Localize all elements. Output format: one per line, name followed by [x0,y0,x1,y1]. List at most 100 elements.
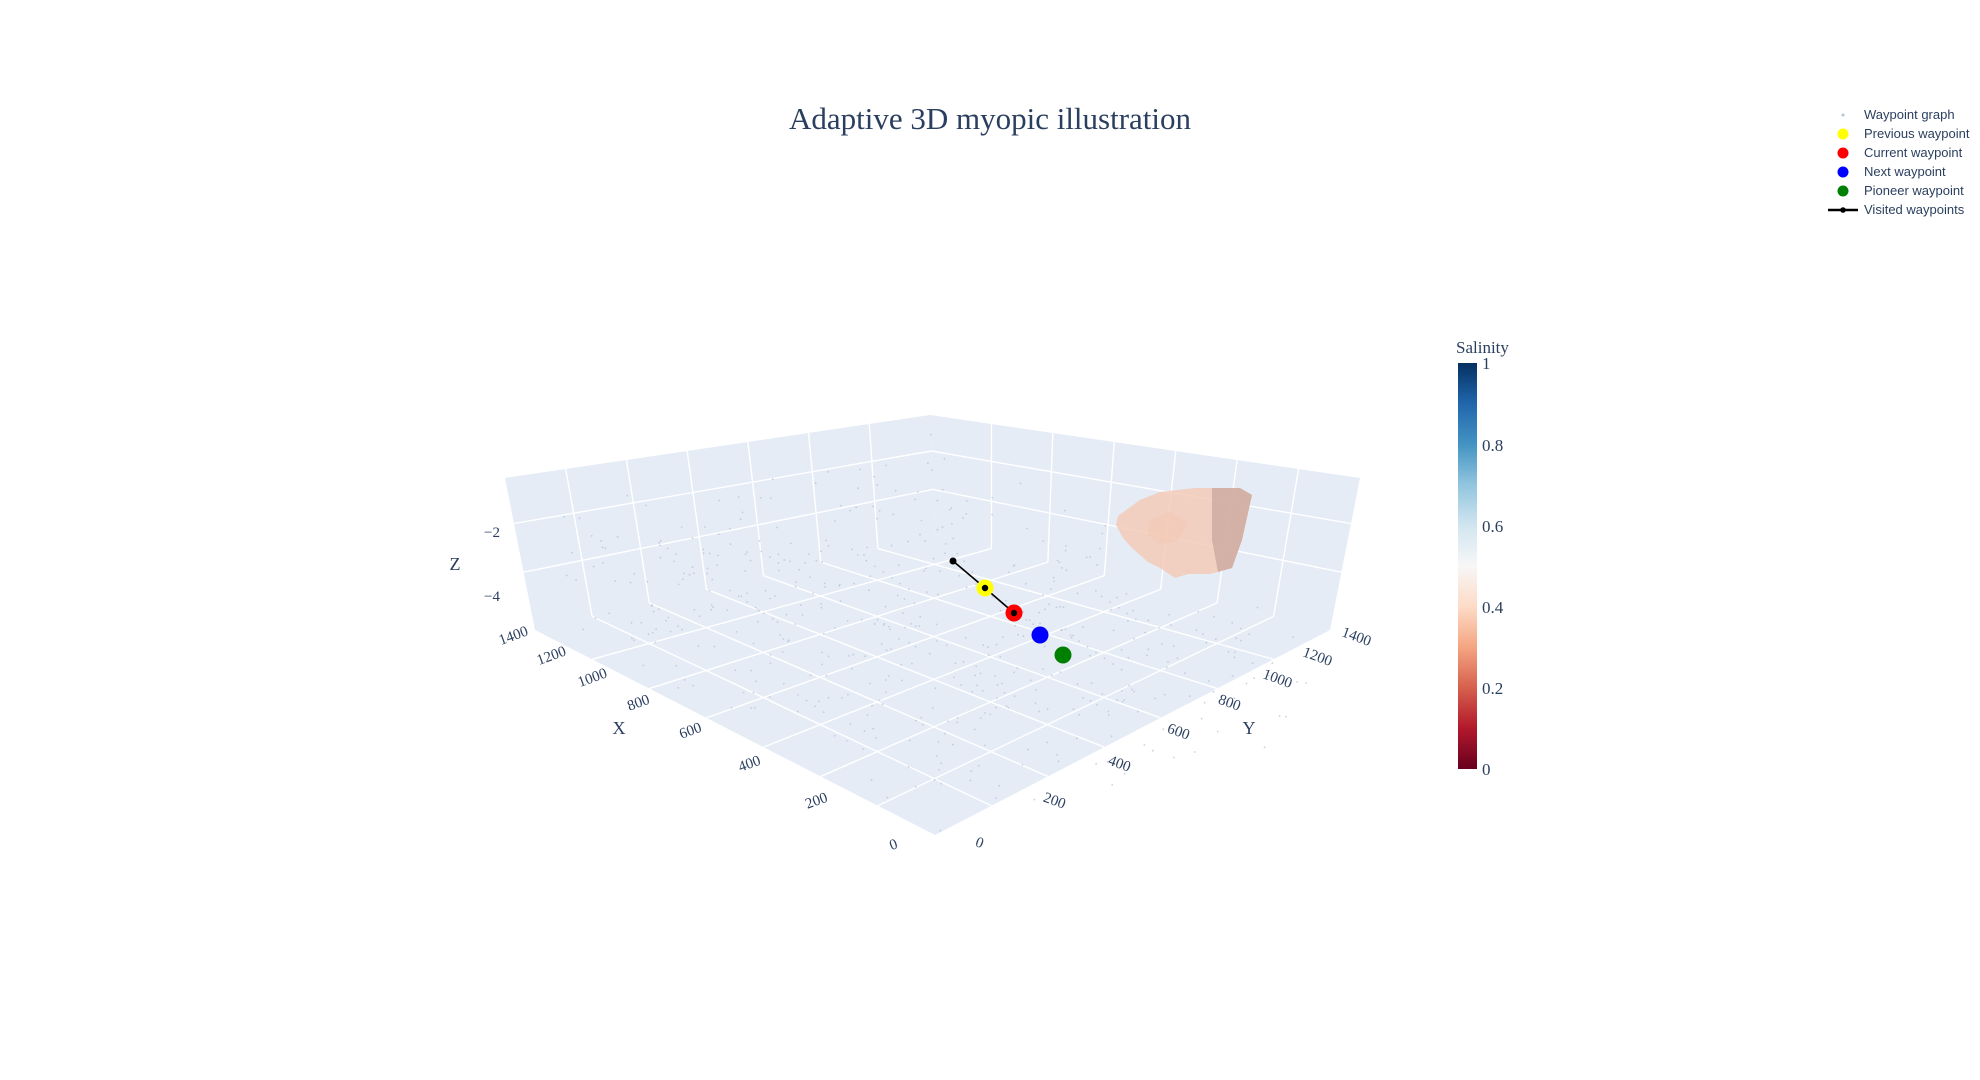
pioneer-waypoint-marker[interactable] [1054,646,1072,664]
waypoint-graph-point [1082,696,1084,699]
waypoint-graph-point [608,612,611,615]
y-tick-label: 800 [1216,692,1243,715]
waypoint-graph-point [771,618,774,620]
waypoint-graph-point [958,574,961,577]
waypoint-graph-point [821,663,823,666]
waypoint-graph-point [883,622,886,625]
waypoint-graph-point [749,559,752,562]
waypoint-graph-point [571,551,573,554]
waypoint-graph-point [1121,700,1124,703]
waypoint-graph-point [1271,662,1274,665]
waypoint-graph-point [744,570,747,572]
waypoint-graph-point [776,526,778,529]
waypoint-graph-point [818,700,820,703]
waypoint-graph-point [1112,663,1114,665]
waypoint-graph-point [755,680,757,683]
colorbar: Salinity 0 0.2 0.4 0.6 0.8 1 [1456,338,1509,779]
waypoint-graph-point [888,675,890,678]
waypoint-graph-point [936,755,938,757]
waypoint-graph-point [820,550,822,553]
waypoint-graph-point [1165,666,1168,669]
visited-waypoint-marker[interactable] [981,584,989,592]
waypoint-graph-point [933,778,936,781]
waypoint-graph-point [911,662,913,665]
waypoint-graph-point [1099,547,1101,550]
waypoint-graph-point [882,624,885,627]
waypoint-graph-point [896,594,899,597]
next-waypoint-marker[interactable] [1031,626,1049,644]
waypoint-graph-point [769,653,772,656]
waypoint-graph-point [1062,606,1065,608]
waypoint-graph-point [938,769,941,771]
waypoint-graph-point [1003,692,1006,694]
waypoint-graph-point [1240,639,1242,642]
waypoint-graph-point [928,652,931,655]
waypoint-graph-point [691,566,694,569]
waypoint-graph-point [956,717,959,719]
waypoint-graph-point [1059,671,1062,673]
waypoint-graph-point [788,560,791,563]
legend-item-next-waypoint[interactable]: Next waypoint [1837,164,1947,179]
legend-line-dot-icon [1840,207,1846,213]
waypoint-graph-point [801,614,804,616]
waypoint-graph-point [1014,624,1017,627]
colorbar-title: Salinity [1456,338,1509,357]
waypoint-graph-point [852,653,855,656]
waypoint-graph-point [718,499,721,502]
visited-waypoint-marker[interactable] [1010,609,1018,617]
waypoint-graph-point [782,638,785,640]
salinity-isosurface [1116,488,1252,578]
waypoint-graph-point [907,588,910,591]
waypoint-graph-point [1065,569,1068,572]
x-tick-label: 0 [887,836,900,854]
waypoint-graph-point [833,734,836,737]
waypoint-graph-point [1007,571,1010,574]
legend-item-visited-waypoints[interactable]: Visited waypoints [1828,202,1965,217]
colorbar-tick-label: 1 [1482,354,1491,373]
legend-item-pioneer-waypoint[interactable]: Pioneer waypoint [1837,183,1965,198]
visited-waypoint-marker[interactable] [949,557,957,565]
waypoint-graph-point [799,604,802,606]
waypoint-graph-point [936,528,939,531]
wall-gridline [1272,468,1300,617]
waypoint-graph-point [776,621,779,623]
waypoint-graph-point [677,625,679,628]
waypoint-graph-point [1063,509,1066,512]
waypoint-graph-point [899,582,902,585]
waypoint-graph-point [626,494,629,497]
waypoint-graph-point [1013,695,1016,698]
waypoint-graph-point [855,506,858,509]
waypoint-graph-point [890,577,893,579]
waypoint-graph-point [965,512,968,515]
legend-item-current-waypoint[interactable]: Current waypoint [1837,145,1963,160]
waypoint-graph-point [940,782,943,785]
x-tick-label: 1200 [535,644,569,669]
waypoint-graph-point [1216,730,1219,733]
waypoint-graph-point [1133,690,1136,693]
waypoint-graph-point [814,482,817,485]
waypoint-graph-point [1024,582,1027,585]
waypoint-graph-point [1089,654,1091,657]
legend-item-previous-waypoint[interactable]: Previous waypoint [1837,126,1970,141]
waypoint-graph-point [1296,681,1298,683]
waypoint-graph-point [827,655,830,658]
waypoint-graph-point [874,736,877,739]
waypoint-graph-point [758,540,761,542]
waypoint-graph-point [1007,707,1010,709]
waypoint-graph-point [834,627,836,629]
waypoint-graph-point [885,464,888,467]
waypoint-graph-point [1231,621,1234,624]
waypoint-graph-point [1002,636,1004,638]
waypoint-graph-point [974,674,977,677]
waypoint-graph-point [907,766,910,768]
x-tick-label: 800 [625,692,652,715]
waypoint-graph-point [998,784,1001,787]
waypoint-graph-point [866,546,868,549]
waypoint-graph-point [853,582,855,585]
waypoint-graph-point [578,517,581,520]
waypoint-graph-point [741,511,744,514]
legend-label: Current waypoint [1864,145,1963,160]
waypoint-graph-point [730,706,733,709]
legend-item-waypoint-graph[interactable]: Waypoint graph [1841,107,1955,122]
3d-scene[interactable]: Z −4 −2 X 0 200 400 600 800 1000 1200 14… [450,415,1374,854]
